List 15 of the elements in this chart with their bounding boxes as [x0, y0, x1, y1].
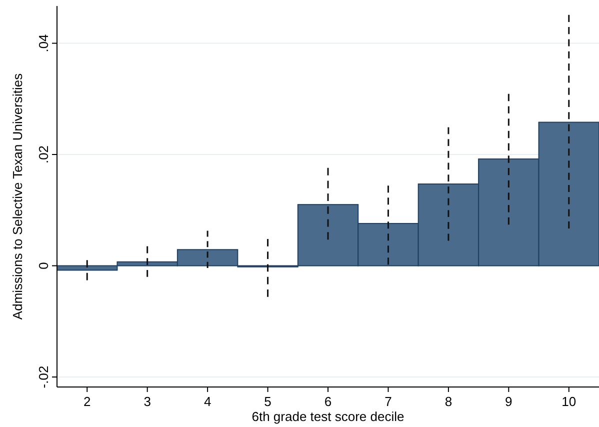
y-tick-label: .04	[36, 34, 51, 52]
y-axis-title: Admissions to Selective Texan Universities	[10, 72, 25, 320]
x-tick-label: 10	[562, 394, 576, 409]
y-tick-label: 0	[36, 262, 51, 270]
x-tick-label: 7	[384, 394, 392, 409]
x-axis-title: 6th grade test score decile	[252, 409, 404, 424]
x-tick-label: 6	[324, 394, 332, 409]
x-tick-label: 9	[505, 394, 512, 409]
x-tick-label: 4	[204, 394, 212, 409]
y-tick-label: -.02	[36, 366, 51, 388]
x-tick-label: 8	[444, 394, 452, 409]
y-tick-label: .02	[36, 145, 51, 164]
x-tick-label: 5	[264, 394, 272, 409]
x-tick-label: 3	[144, 394, 151, 409]
x-tick-label: 2	[83, 394, 91, 409]
